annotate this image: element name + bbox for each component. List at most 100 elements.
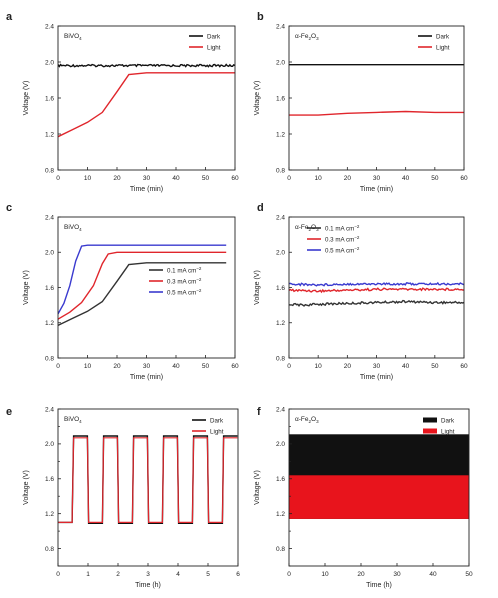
y-tick-label: 2.0 [45,250,54,257]
plot-area [289,64,464,116]
plot-area [58,435,238,524]
x-tick-label: 40 [402,363,410,370]
x-tick-label: 20 [344,175,352,182]
x-tick-label: 3 [146,571,150,578]
x-tick-label: 20 [357,571,365,578]
legend-label: Dark [441,418,455,425]
x-tick-label: 10 [84,363,92,370]
x-tick-label: 50 [431,175,439,182]
x-tick-label: 0 [56,363,60,370]
legend-label: Light [210,429,224,436]
legend-superscript: −2 [354,235,360,240]
y-tick-label: 2.0 [45,59,54,66]
y-tick-label: 0.8 [45,167,54,174]
x-axis-label: Time (h) [366,582,392,589]
y-tick-label: 0.8 [276,167,285,174]
x-axis-label: Time (min) [360,374,393,381]
x-tick-label: 10 [84,175,92,182]
legend-name: Dark [210,418,224,425]
panel-letter: f [257,406,261,418]
y-tick-label: 1.2 [276,320,285,327]
x-tick-label: 0 [287,175,291,182]
legend-label: Dark [436,34,450,41]
y-axis-label: Voltage (V) [23,81,30,116]
y-tick-label: 2.4 [45,406,54,413]
x-tick-label: 50 [465,571,473,578]
panel-e: e 0 1 2 3 4 5 6 0.8 1.2 1.6 2.0 2.4 Time (h) Voltage (… [6,406,240,589]
sample-name: BiVO [64,224,79,231]
sample-subscript: 4 [79,227,82,232]
legend-superscript: −2 [354,224,360,229]
x-tick-label: 10 [315,363,323,370]
legend-label: 0.1 mA cm−2 [325,224,360,233]
sample-subscript: 2 [309,36,312,41]
x-tick-label: 20 [113,363,121,370]
series-line-1 [289,110,464,116]
y-tick-label: 2.0 [276,250,285,257]
y-tick-label: 1.6 [45,476,54,483]
legend-name: 0.3 mA cm [325,237,354,244]
sample-label: BiVO4 [64,33,82,41]
legend-name: 0.5 mA cm [325,248,354,255]
y-tick-label: 1.2 [45,511,54,518]
x-axis-label: Time (min) [360,186,393,193]
y-tick-label: 2.4 [276,214,285,221]
y-tick-label: 1.2 [276,511,285,518]
plot-frame [288,408,470,567]
x-tick-label: 50 [202,175,210,182]
legend-name: Dark [441,418,455,425]
x-tick-label: 5 [206,571,210,578]
legend-label: 0.5 mA cm−2 [167,288,202,297]
sample-name: BiVO [64,416,79,423]
series-line-2 [58,244,227,315]
series-line-2 [289,281,464,287]
plot-frame [288,216,465,359]
x-tick-label: 6 [236,571,240,578]
plot-frame [57,216,236,359]
x-tick-label: 10 [321,571,329,578]
sample-tail: O [311,33,316,40]
x-tick-label: 0 [56,175,60,182]
x-tick-label: 0 [287,571,291,578]
y-tick-label: 2.0 [45,441,54,448]
legend-name: Dark [207,34,221,41]
legend-name: Light [436,45,450,52]
y-tick-label: 1.6 [276,476,285,483]
x-tick-label: 30 [143,175,151,182]
y-tick-label: 0.8 [45,546,54,553]
panel-letter: b [257,11,264,23]
y-tick-label: 1.2 [276,131,285,138]
y-tick-label: 2.0 [276,59,285,66]
legend-name: 0.1 mA cm [325,226,354,233]
legend-superscript: −2 [196,277,202,282]
legend-superscript: −2 [354,246,360,251]
panel-a: a 0 10 20 30 40 50 60 0.8 1.2 1.6 2.0 2.4 Time (min) V… [6,11,239,193]
x-tick-label: 50 [431,363,439,370]
series-line-1 [289,287,464,294]
x-tick-label: 10 [315,175,323,182]
series-line-0 [58,262,227,327]
y-tick-label: 1.2 [45,131,54,138]
panel-letter: d [257,202,264,214]
legend-label: Dark [207,34,221,41]
plot-area [289,281,464,307]
series-line-1 [58,72,235,138]
y-tick-label: 1.6 [276,95,285,102]
panel-letter: c [6,202,12,214]
legend-label: Light [207,45,221,52]
sample-name: α-Fe [295,224,309,231]
x-tick-label: 0 [287,363,291,370]
panel-letter: a [6,11,13,23]
y-axis-label: Voltage (V) [254,270,261,305]
x-tick-label: 30 [373,363,381,370]
series-line-0 [58,63,235,68]
x-tick-label: 40 [402,175,410,182]
sample-subscript: 4 [79,36,82,41]
legend-superscript: −2 [196,288,202,293]
x-axis-label: Time (h) [135,582,161,589]
sample-subscript: 3 [316,419,319,424]
sample-label: BiVO4 [64,416,82,424]
legend-name: Light [207,45,221,52]
x-tick-label: 30 [143,363,151,370]
series-line-0 [289,299,464,307]
